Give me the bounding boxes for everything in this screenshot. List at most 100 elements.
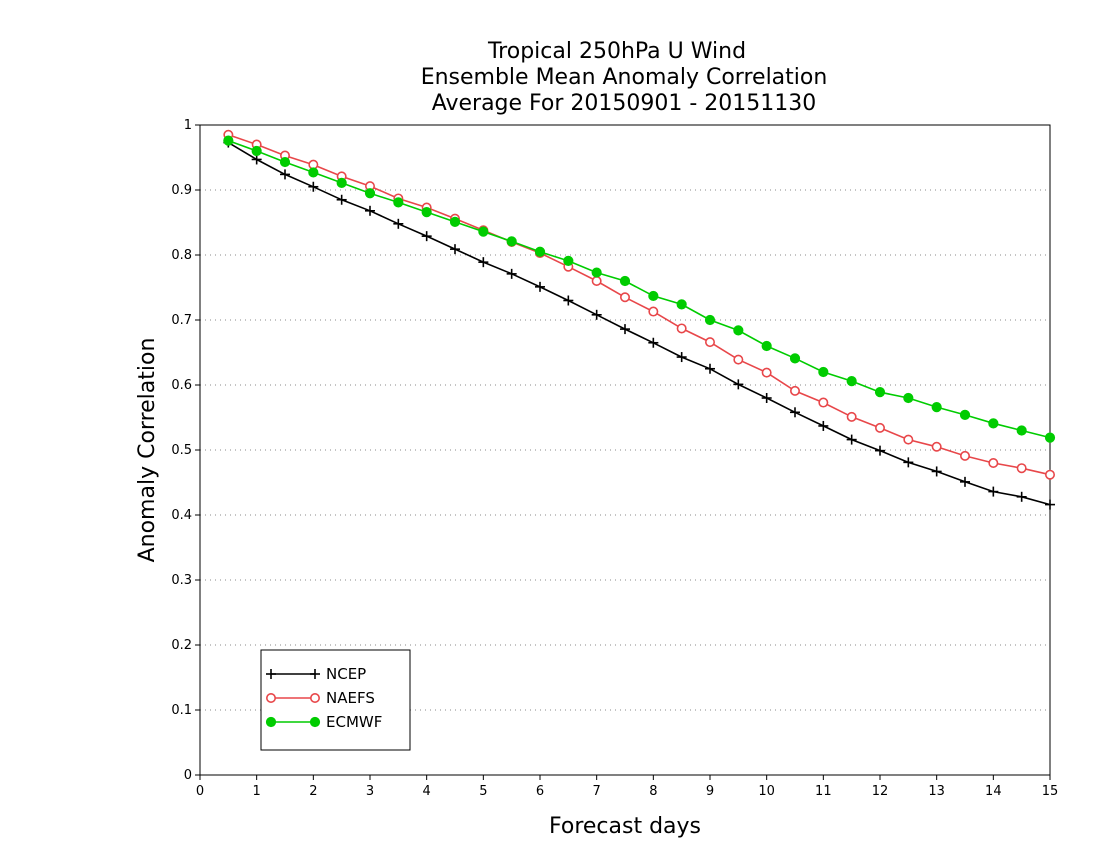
- y-tick-labels: 0 0.1 0.2 0.3 0.4 0.5 0.6 0.7 0.8 0.9 1: [171, 118, 192, 783]
- data-point-naefs: [1045, 469, 1056, 480]
- data-point-ncep: [308, 181, 319, 192]
- y-tick-label: 0.8: [171, 248, 192, 263]
- data-point-ecmwf: [449, 216, 461, 227]
- x-tick-label: 0: [196, 784, 204, 799]
- data-point-ncep: [903, 457, 914, 468]
- data-point-naefs: [704, 337, 715, 348]
- x-tick-label: 7: [593, 784, 601, 799]
- data-point-ncep: [733, 379, 744, 390]
- data-point-ecmwf: [818, 366, 829, 378]
- data-point-ecmwf: [846, 376, 857, 387]
- data-point-naefs: [818, 397, 829, 408]
- data-point-ecmwf: [279, 156, 291, 168]
- y-tick-label: 0: [184, 768, 192, 783]
- data-point-naefs: [959, 450, 970, 461]
- x-tick-label: 13: [928, 784, 945, 799]
- data-point-naefs: [931, 441, 942, 452]
- data-point-ncep: [931, 466, 942, 477]
- y-tick-label: 1: [184, 118, 192, 133]
- x-tick-label: 11: [815, 784, 832, 799]
- data-point-ecmwf: [874, 387, 886, 398]
- data-point-ecmwf: [761, 340, 772, 352]
- data-point-naefs: [591, 275, 602, 286]
- data-point-ecmwf: [903, 392, 914, 404]
- x-tick-label: 4: [423, 784, 431, 799]
- data-point-ncep: [620, 324, 630, 335]
- y-tick-label: 0.6: [171, 378, 192, 393]
- data-point-ecmwf: [591, 267, 602, 278]
- data-point-ecmwf: [308, 167, 319, 178]
- data-point-ecmwf: [251, 145, 262, 157]
- data-point-naefs: [874, 422, 885, 433]
- data-point-ncep: [336, 194, 347, 205]
- legend-marker: [310, 669, 320, 679]
- data-point-ecmwf: [1044, 432, 1056, 443]
- data-point-ecmwf: [931, 402, 942, 413]
- data-point-ecmwf: [733, 325, 744, 336]
- data-point-ecmwf: [223, 135, 234, 146]
- axis-ticks: [195, 124, 1051, 780]
- data-point-ecmwf: [704, 314, 716, 326]
- data-point-ncep: [478, 257, 489, 268]
- data-point-ncep: [761, 393, 772, 403]
- legend-item-ncep: NCEP: [266, 665, 366, 683]
- legend-box: [260, 649, 411, 751]
- data-point-ecmwf: [988, 418, 999, 429]
- legend-item-naefs: NAEFS: [265, 689, 375, 707]
- x-tick-label: 10: [758, 784, 775, 799]
- legend: NCEP NAEFS ECMWF: [260, 649, 411, 751]
- series-naefs: [223, 129, 1056, 480]
- data-point-naefs: [676, 323, 687, 334]
- title-line-2: Ensemble Mean Anomaly Correlation: [421, 65, 828, 90]
- data-series: [223, 129, 1056, 510]
- data-point-ncep: [535, 281, 545, 292]
- data-point-ecmwf: [336, 177, 347, 188]
- data-point-ncep: [365, 205, 375, 216]
- legend-marker: [266, 669, 276, 679]
- legend-marker: [265, 716, 277, 728]
- y-tick-label: 0.9: [171, 183, 192, 198]
- x-tick-label: 1: [253, 784, 261, 799]
- legend-marker: [309, 692, 320, 703]
- data-point-ecmwf: [1016, 425, 1027, 436]
- data-point-ecmwf: [478, 226, 489, 237]
- data-point-ncep: [790, 407, 800, 418]
- y-tick-label: 0.3: [171, 573, 192, 588]
- data-point-ncep: [1016, 491, 1027, 502]
- data-point-ncep: [846, 434, 857, 445]
- data-point-ncep: [988, 486, 999, 497]
- legend-item-ecmwf: ECMWF: [265, 713, 382, 731]
- data-point-naefs: [903, 434, 914, 445]
- data-point-ecmwf: [393, 197, 404, 208]
- data-point-ecmwf: [648, 290, 659, 302]
- data-point-ncep: [251, 154, 262, 165]
- data-point-ncep: [280, 169, 290, 180]
- x-tick-labels: 0 1 2 3 4 5 6 7 8 9 10 11 12 13 14 15: [196, 784, 1058, 799]
- data-point-ecmwf: [789, 353, 801, 364]
- x-tick-label: 12: [872, 784, 889, 799]
- y-tick-label: 0.5: [171, 443, 192, 458]
- data-point-ecmwf: [676, 299, 687, 310]
- x-tick-label: 8: [649, 784, 657, 799]
- data-point-ncep: [875, 445, 885, 456]
- data-point-ncep: [393, 218, 404, 229]
- data-point-ecmwf: [506, 236, 517, 247]
- legend-label-ecmwf: ECMWF: [326, 713, 382, 731]
- x-tick-label: 6: [536, 784, 544, 799]
- data-point-naefs: [619, 292, 630, 303]
- x-tick-label: 14: [985, 784, 1002, 799]
- data-point-ncep: [676, 352, 687, 363]
- x-tick-label: 2: [309, 784, 317, 799]
- title-line-3: Average For 20150901 - 20151130: [432, 91, 817, 116]
- x-tick-label: 3: [366, 784, 374, 799]
- data-point-naefs: [988, 457, 999, 468]
- series-ecmwf: [223, 135, 1056, 443]
- y-tick-label: 0.2: [171, 638, 192, 653]
- y-tick-label: 0.1: [171, 703, 192, 718]
- data-point-ncep: [1045, 499, 1055, 510]
- data-point-ncep: [450, 244, 460, 255]
- y-tick-label: 0.4: [171, 508, 192, 523]
- data-point-ncep: [591, 309, 602, 320]
- series-line-ncep: [227, 141, 1051, 506]
- data-point-naefs: [733, 354, 744, 365]
